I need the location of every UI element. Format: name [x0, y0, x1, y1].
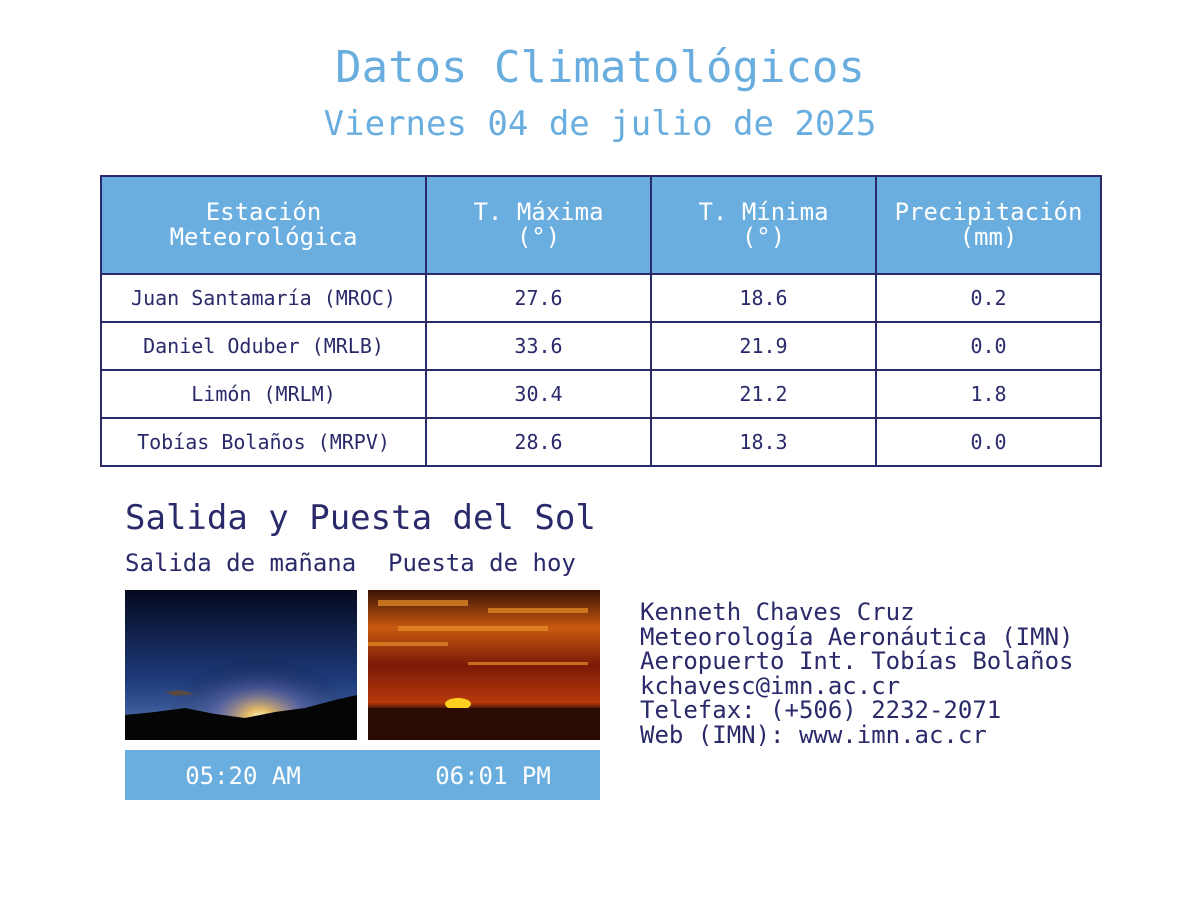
station-cell: Juan Santamaría (MROC) [100, 273, 427, 323]
table-row: Juan Santamaría (MROC) 27.6 18.6 0.2 [100, 273, 1102, 323]
sunrise-time: 05:20 AM [185, 762, 301, 790]
contact-line: Kenneth Chaves Cruz [640, 598, 915, 626]
table-row: Daniel Oduber (MRLB) 33.6 21.9 0.0 [100, 321, 1102, 371]
value-cell: 1.8 [875, 369, 1102, 419]
contact-line: Meteorología Aeronáutica (IMN) [640, 622, 1074, 651]
value-cell: 18.3 [650, 417, 877, 467]
sunrise-image [125, 590, 357, 740]
station-cell: Daniel Oduber (MRLB) [100, 321, 427, 371]
table-row: Limón (MRLM) 30.4 21.2 1.8 [100, 369, 1102, 419]
title: Datos Climatológicos [335, 42, 865, 93]
header-cell: T. Máxima (°) [425, 175, 652, 275]
contact-line: kchavesc@imn.ac.cr [640, 671, 901, 700]
table-row: Tobías Bolaños (MRPV) 28.6 18.3 0.0 [100, 417, 1102, 467]
value-cell: 30.4 [425, 369, 652, 419]
table-body: Juan Santamaría (MROC) 27.6 18.6 0.2 Daniel … [100, 273, 1102, 467]
sunrise-label: Salida de mañana [125, 549, 357, 577]
header-text: (mm) [959, 223, 1018, 251]
value-cell: 18.6 [650, 273, 877, 323]
header-cell: Estación Meteorológica [100, 175, 427, 275]
header-cell: T. Mínima (°) [650, 175, 877, 275]
contact-line: Telefax: (+506) 2232-2071 [640, 696, 1002, 724]
value-cell: 28.6 [425, 417, 652, 467]
subtitle: Viernes 04 de julio de 2025 [323, 104, 877, 144]
value-cell: 0.0 [875, 321, 1102, 371]
header-text: Meteorológica [169, 223, 358, 251]
contact-line: Web (IMN): www.imn.ac.cr [640, 720, 987, 749]
sun-title: Salida y Puesta del Sol [125, 498, 596, 538]
header-text: Precipitación [894, 198, 1083, 226]
header-text: Estación [205, 198, 322, 226]
value-cell: 0.0 [875, 417, 1102, 467]
header-row: Estación Meteorológica T. Máxima (°) T. Míni… [100, 175, 1102, 275]
value-cell: 33.6 [425, 321, 652, 371]
time-bar [125, 750, 600, 800]
sunset-label: Puesta de hoy [388, 549, 576, 577]
value-cell: 21.9 [650, 321, 877, 371]
value-cell: 27.6 [425, 273, 652, 323]
header-text: (°) [741, 223, 786, 251]
station-cell: Tobías Bolaños (MRPV) [100, 417, 427, 467]
value-cell: 21.2 [650, 369, 877, 419]
header-text: (°) [516, 223, 561, 251]
sunset-time: 06:01 PM [435, 762, 551, 790]
sunset-image [368, 590, 600, 740]
value-cell: 0.2 [875, 273, 1102, 323]
contact-line: Aeropuerto Int. Tobías Bolaños [640, 647, 1074, 675]
header-text: T. Máxima [473, 198, 604, 226]
station-cell: Limón (MRLM) [100, 369, 427, 419]
header-text: T. Mínima [698, 198, 829, 226]
climate-table: Estación Meteorológica T. Máxima (°) T. Míni… [100, 175, 1102, 467]
contact-block: Kenneth Chaves Cruz Meteorología Aeronáut… [640, 600, 1073, 747]
header-cell: Precipitación (mm) [875, 175, 1102, 275]
